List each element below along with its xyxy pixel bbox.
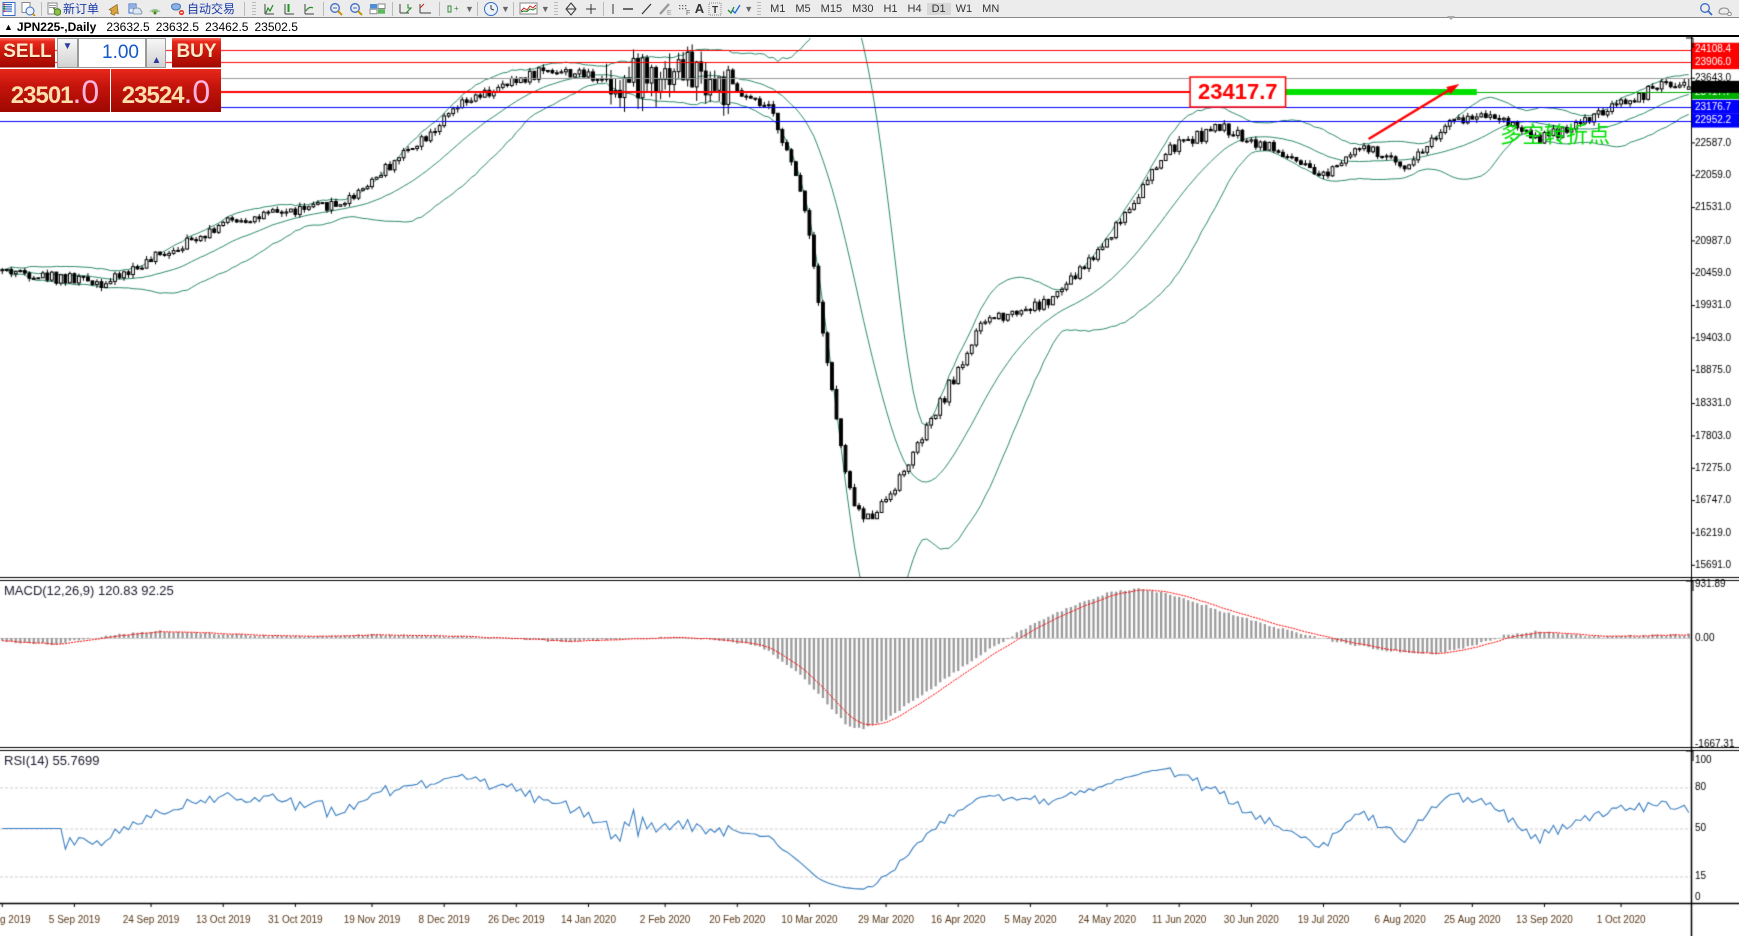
svg-text:E: E (667, 10, 672, 16)
svg-text:F: F (686, 10, 690, 16)
svg-text:+: + (454, 4, 459, 13)
svg-text:T: T (712, 5, 718, 16)
